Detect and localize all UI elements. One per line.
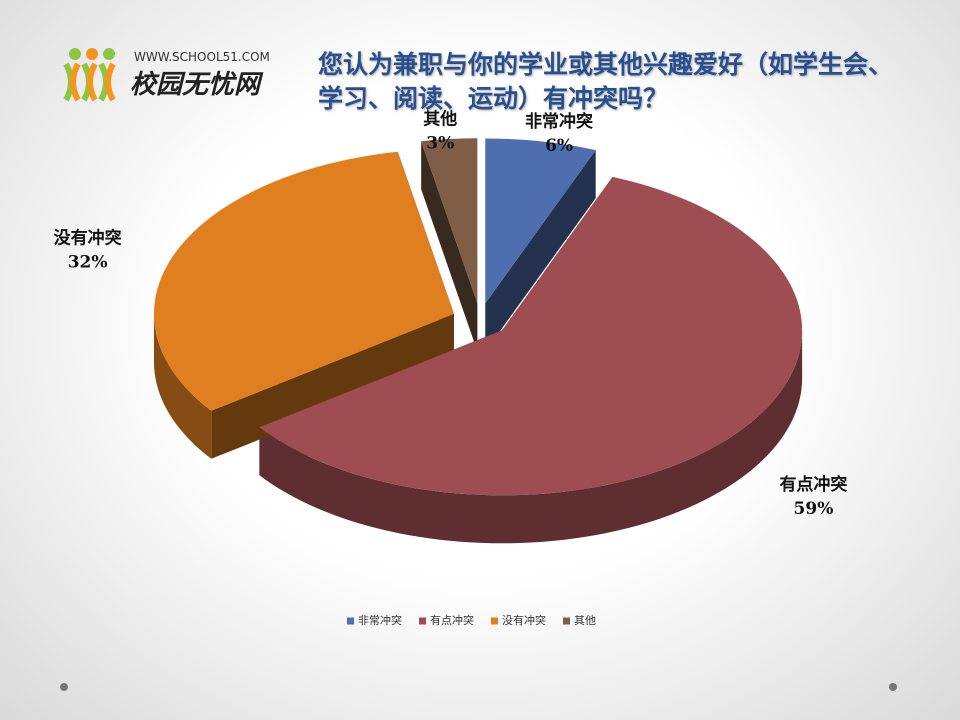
logo-name: 校园无忧网 bbox=[130, 70, 261, 100]
dot bbox=[60, 683, 68, 691]
slice bbox=[153, 151, 454, 411]
legend-label: 没有冲突 bbox=[502, 613, 546, 627]
legend-swatch bbox=[347, 617, 354, 625]
data-label-category: 其他 bbox=[423, 108, 457, 129]
slice-side bbox=[153, 313, 212, 459]
data-label: 3% bbox=[426, 133, 454, 153]
slice-side bbox=[259, 330, 803, 544]
data-label-category: 有点冲突 bbox=[779, 474, 847, 495]
slice bbox=[421, 138, 478, 304]
legend-label: 其他 bbox=[574, 614, 596, 627]
legend-label: 有点冲突 bbox=[430, 613, 474, 627]
data-label: 6% bbox=[545, 136, 573, 156]
data-label: 59% bbox=[794, 499, 834, 519]
data-label: 32% bbox=[68, 253, 108, 273]
logo-url: WWW.SCHOOL51.COM bbox=[134, 50, 270, 64]
legend-swatch bbox=[491, 617, 498, 625]
logo-icon bbox=[63, 48, 116, 102]
slice bbox=[485, 138, 596, 304]
legend-label: 非常冲突 bbox=[358, 613, 402, 627]
data-label-category: 非常冲突 bbox=[525, 111, 593, 132]
legend-swatch bbox=[419, 617, 426, 625]
data-label-category: 没有冲突 bbox=[54, 228, 122, 249]
chart-title: 您认为兼职与你的学业或其他兴趣爱好（如学生会、学习、阅读、运动）有冲突吗？ bbox=[318, 50, 894, 113]
legend-swatch bbox=[563, 617, 570, 625]
slice-wall bbox=[421, 141, 478, 352]
pie-tops bbox=[153, 138, 803, 496]
slice-wall bbox=[485, 150, 596, 352]
slice bbox=[259, 176, 803, 496]
dot bbox=[889, 683, 897, 691]
